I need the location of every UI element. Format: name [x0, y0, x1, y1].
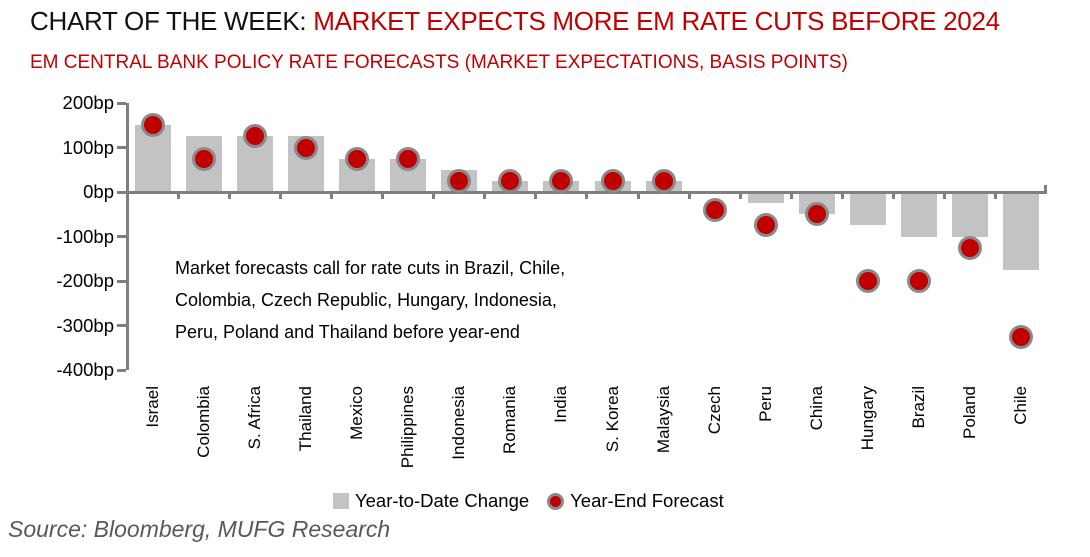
y-axis-line	[126, 103, 129, 370]
x-axis-tick	[432, 193, 436, 199]
dot-hungary	[856, 269, 880, 293]
bar-peru	[747, 192, 784, 204]
dot-thailand	[293, 135, 318, 160]
chart-subtitle: EM CENTRAL BANK POLICY RATE FORECASTS (M…	[30, 52, 848, 73]
dot-malaysia	[651, 168, 676, 193]
dot-s-korea	[600, 168, 625, 193]
x-axis-label-romania: Romania	[500, 386, 520, 455]
x-axis-line	[126, 190, 1047, 194]
dot-philippines	[396, 146, 421, 171]
page-title-prefix: CHART OF THE WEEK:	[30, 6, 314, 36]
x-axis-label-thailand: Thailand	[295, 386, 315, 452]
dot-peru	[753, 213, 778, 238]
y-axis-label: 200bp	[62, 92, 114, 113]
x-axis-label-brazil: Brazil	[909, 386, 929, 429]
x-axis-tick	[994, 193, 998, 199]
x-axis-tick	[329, 193, 333, 199]
dot-israel	[140, 113, 165, 138]
dot-brazil	[907, 269, 932, 293]
y-axis-tick	[117, 235, 126, 238]
dot-indonesia	[447, 168, 472, 193]
x-axis-tick	[636, 193, 640, 199]
x-axis-tick	[278, 193, 282, 199]
dot-swatch-icon	[547, 492, 565, 510]
bar-swatch-icon	[333, 493, 349, 509]
legend-item-year-end-forecast: Year-End Forecast	[547, 490, 724, 512]
y-axis-tick	[117, 190, 126, 194]
y-axis-label: -400bp	[56, 359, 114, 380]
x-axis-tick	[176, 193, 180, 199]
y-axis-label: 0bp	[83, 181, 114, 202]
x-axis-tick	[483, 193, 487, 199]
x-axis-label-chile: Chile	[1011, 386, 1031, 425]
dot-mexico	[345, 146, 369, 171]
annotation-line: Peru, Poland and Thailand before year-en…	[175, 322, 520, 342]
bar-poland	[952, 192, 989, 237]
y-axis-tick	[117, 368, 126, 372]
x-axis-tick	[943, 193, 947, 199]
x-axis-tick	[687, 193, 691, 199]
y-axis-label: -200bp	[56, 270, 114, 291]
x-axis-label-indonesia: Indonesia	[449, 386, 469, 460]
dot-india	[549, 168, 574, 193]
y-axis-tick	[117, 101, 126, 105]
x-axis-tick	[892, 193, 895, 199]
x-axis-label-hungary: Hungary	[858, 386, 877, 451]
x-axis-tick	[585, 193, 589, 199]
x-axis-label-poland: Poland	[960, 386, 980, 439]
annotation-line: Colombia, Czech Republic, Hungary, Indon…	[175, 290, 557, 310]
x-axis-tick	[738, 193, 742, 199]
annotation-line: Market forecasts call for rate cuts in B…	[175, 258, 566, 278]
x-axis-tick	[840, 193, 844, 199]
chart-legend: Year-to-Date Change Year-End Forecast	[333, 490, 724, 512]
legend-label: Year-to-Date Change	[355, 490, 530, 511]
y-axis-label: -100bp	[56, 225, 114, 247]
chart-annotation: Market forecasts call for rate cuts in B…	[175, 252, 565, 348]
x-axis-tick	[534, 193, 538, 199]
x-axis-tick	[789, 193, 793, 199]
x-axis-end-tick	[1043, 185, 1047, 191]
y-axis-tick	[117, 279, 126, 283]
y-axis-tick	[117, 324, 126, 327]
page-title-highlight: MARKET EXPECTS MORE EM RATE CUTS BEFORE …	[313, 6, 1000, 36]
dot-s-africa	[242, 124, 267, 149]
y-axis-label: 100bp	[62, 136, 114, 158]
y-axis-tick	[117, 146, 126, 149]
x-axis-label-mexico: Mexico	[347, 386, 366, 440]
bar-hungary	[850, 192, 886, 226]
dot-poland	[958, 235, 983, 260]
x-axis-label-s-africa: S. Africa	[244, 386, 264, 450]
x-axis-label-colombia: Colombia	[193, 386, 213, 458]
y-axis-label: -300bp	[56, 314, 114, 336]
page-title: CHART OF THE WEEK: MARKET EXPECTS MORE E…	[30, 6, 1000, 36]
source-caption: Source: Bloomberg, MUFG Research	[8, 516, 391, 542]
legend-label: Year-End Forecast	[570, 490, 724, 511]
x-axis-label-s-korea: S. Korea	[602, 386, 622, 453]
x-axis-tick	[227, 193, 231, 199]
x-axis-label-israel: Israel	[142, 386, 162, 428]
bar-brazil	[901, 192, 938, 237]
bar-chile	[1003, 192, 1040, 270]
dot-chile	[1009, 324, 1034, 349]
x-axis-label-india: India	[551, 386, 571, 423]
x-axis-label-philippines: Philippines	[398, 386, 418, 469]
dot-colombia	[191, 146, 216, 171]
x-axis-label-peru: Peru	[755, 386, 775, 422]
dot-czech	[702, 197, 727, 222]
x-axis-tick	[381, 193, 384, 199]
x-axis-label-china: China	[806, 386, 826, 431]
legend-item-ytd-change: Year-to-Date Change	[333, 490, 529, 512]
dot-china	[804, 202, 829, 227]
dot-romania	[498, 168, 523, 193]
x-axis-label-malaysia: Malaysia	[653, 386, 673, 454]
x-axis-label-czech: Czech	[704, 386, 724, 435]
